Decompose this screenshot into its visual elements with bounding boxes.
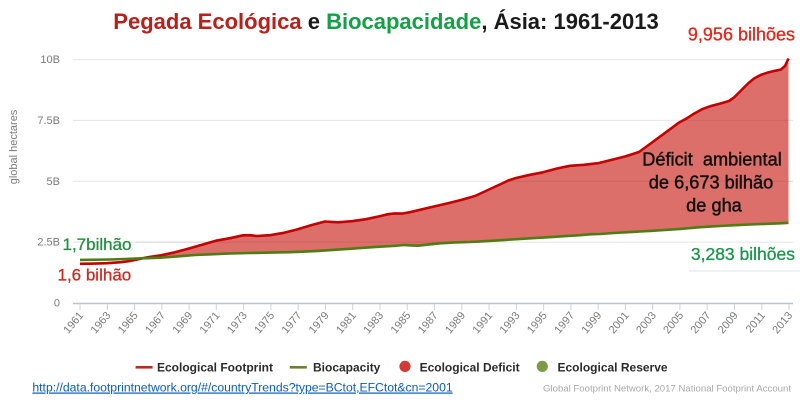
svg-text:Ecological Footprint: Ecological Footprint xyxy=(157,360,273,374)
svg-text:de 6,673 bilhão: de 6,673 bilhão xyxy=(649,172,773,192)
svg-text:http://data.footprintnetwork.o: http://data.footprintnetwork.org/#/count… xyxy=(32,381,452,395)
svg-text:Biocapacity: Biocapacity xyxy=(313,360,381,374)
svg-text:9,956 bilhões: 9,956 bilhões xyxy=(688,24,795,44)
svg-text:5B: 5B xyxy=(47,176,60,188)
svg-text:Global Footprint Network, 2017: Global Footprint Network, 2017 National … xyxy=(543,383,791,394)
svg-text:Ecological Reserve: Ecological Reserve xyxy=(558,360,668,374)
svg-text:10B: 10B xyxy=(40,54,60,66)
svg-text:3,283 bilhões: 3,283 bilhões xyxy=(691,244,795,264)
svg-text:1,7bilhão: 1,7bilhão xyxy=(63,235,132,254)
svg-text:de gha: de gha xyxy=(686,195,743,215)
svg-text:Pegada Ecológica e Biocapacida: Pegada Ecológica e Biocapacidade, Ásia: … xyxy=(113,9,658,34)
svg-text:2.5B: 2.5B xyxy=(37,237,60,249)
svg-text:Déficit ambiental: Déficit ambiental xyxy=(642,149,782,169)
svg-text:7.5B: 7.5B xyxy=(37,115,60,127)
svg-text:Ecological Deficit: Ecological Deficit xyxy=(420,360,520,374)
svg-text:global hectares: global hectares xyxy=(8,109,20,184)
svg-text:1,6 bilhão: 1,6 bilhão xyxy=(58,265,132,284)
svg-text:0: 0 xyxy=(54,298,60,310)
